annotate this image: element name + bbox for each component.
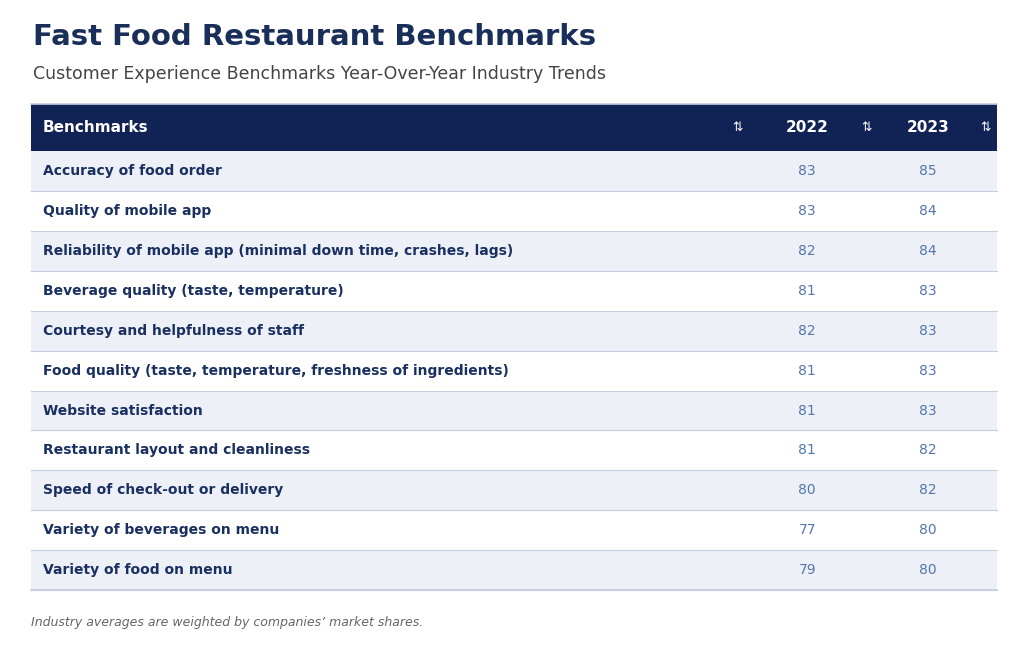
- Text: 2022: 2022: [785, 120, 828, 136]
- Text: Fast Food Restaurant Benchmarks: Fast Food Restaurant Benchmarks: [33, 23, 596, 51]
- Text: Variety of beverages on menu: Variety of beverages on menu: [43, 523, 280, 537]
- Text: Variety of food on menu: Variety of food on menu: [43, 563, 232, 577]
- Text: 79: 79: [799, 563, 816, 577]
- Text: 83: 83: [919, 404, 937, 417]
- Text: Reliability of mobile app (minimal down time, crashes, lags): Reliability of mobile app (minimal down …: [43, 244, 513, 258]
- Text: 83: 83: [799, 204, 816, 218]
- Text: 77: 77: [799, 523, 816, 537]
- Text: Customer Experience Benchmarks Year-Over-Year Industry Trends: Customer Experience Benchmarks Year-Over…: [33, 65, 606, 83]
- Text: Benchmarks: Benchmarks: [43, 120, 148, 136]
- Text: 2023: 2023: [906, 120, 949, 136]
- Text: 80: 80: [919, 523, 937, 537]
- Text: Restaurant layout and cleanliness: Restaurant layout and cleanliness: [43, 443, 310, 458]
- Text: 83: 83: [799, 164, 816, 178]
- Text: Speed of check-out or delivery: Speed of check-out or delivery: [43, 483, 284, 497]
- Text: 81: 81: [799, 443, 816, 458]
- Text: 82: 82: [799, 324, 816, 338]
- Text: 82: 82: [919, 443, 937, 458]
- Text: Website satisfaction: Website satisfaction: [43, 404, 203, 417]
- Text: ⇅: ⇅: [861, 121, 871, 134]
- Text: 81: 81: [799, 284, 816, 298]
- Text: 80: 80: [799, 483, 816, 497]
- Text: Quality of mobile app: Quality of mobile app: [43, 204, 211, 218]
- Text: 83: 83: [919, 364, 937, 378]
- Text: 82: 82: [799, 244, 816, 258]
- Text: 85: 85: [919, 164, 937, 178]
- Text: 83: 83: [919, 324, 937, 338]
- Text: 81: 81: [799, 364, 816, 378]
- Text: Beverage quality (taste, temperature): Beverage quality (taste, temperature): [43, 284, 344, 298]
- Text: 82: 82: [919, 483, 937, 497]
- Text: 84: 84: [919, 204, 937, 218]
- Text: Accuracy of food order: Accuracy of food order: [43, 164, 222, 178]
- Text: Industry averages are weighted by companies’ market shares.: Industry averages are weighted by compan…: [31, 616, 423, 629]
- Text: Food quality (taste, temperature, freshness of ingredients): Food quality (taste, temperature, freshn…: [43, 364, 509, 378]
- Text: 81: 81: [799, 404, 816, 417]
- Text: ⇅: ⇅: [733, 121, 743, 134]
- Text: 80: 80: [919, 563, 937, 577]
- Text: 84: 84: [919, 244, 937, 258]
- Text: 83: 83: [919, 284, 937, 298]
- Text: ⇅: ⇅: [980, 121, 990, 134]
- Text: Courtesy and helpfulness of staff: Courtesy and helpfulness of staff: [43, 324, 304, 338]
